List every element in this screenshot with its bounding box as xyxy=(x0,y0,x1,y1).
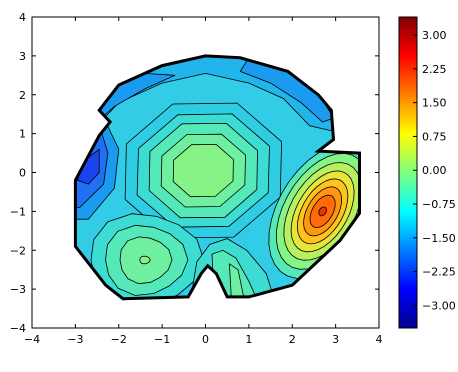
contour-peak-ring-8 xyxy=(318,206,327,217)
x-tick-label: 2 xyxy=(289,333,296,346)
x-tick-label: −3 xyxy=(67,333,83,346)
colorbar-tick-label: −0.75 xyxy=(422,198,456,211)
y-tick-label: 1 xyxy=(19,128,26,141)
colorbar-tick-label: 1.50 xyxy=(422,97,447,110)
domain-boundary xyxy=(73,54,361,301)
y-tick-label: −2 xyxy=(10,244,26,257)
x-tick-label: 1 xyxy=(245,333,252,346)
x-tick-label: 4 xyxy=(376,333,383,346)
colorbar-tick-label: 0.00 xyxy=(422,164,447,177)
y-tick-label: −3 xyxy=(10,283,26,296)
y-tick-label: 4 xyxy=(19,11,26,24)
y-tick-label: 0 xyxy=(19,167,26,180)
y-tick-label: 3 xyxy=(19,50,26,63)
contour-ridge-3 xyxy=(228,263,245,299)
x-tick-label: 0 xyxy=(202,333,209,346)
colorbar-tick-label: 3.00 xyxy=(422,29,447,42)
colorbar-tick-label: −2.25 xyxy=(422,266,456,279)
y-axis-ticks: −4 −3 −2 −1 0 1 2 3 4 xyxy=(10,11,379,335)
colorbar-tick-label: −1.50 xyxy=(422,232,456,245)
contour-lower-left-ring-4 xyxy=(139,255,151,265)
colorbar-tick-label: 0.75 xyxy=(422,130,447,143)
x-tick-label: −1 xyxy=(154,333,170,346)
contour-fill-group xyxy=(75,55,360,299)
colorbar-ticks: 3.00 2.25 1.50 0.75 0.00 −0.75 −1.50 −2.25 −3.00 xyxy=(413,29,456,312)
colorbar xyxy=(398,16,418,329)
y-tick-label: 2 xyxy=(19,89,26,102)
x-axis-ticks: −4 −3 −2 −1 0 1 2 3 4 xyxy=(24,17,383,346)
x-tick-label: −2 xyxy=(111,333,127,346)
x-tick-label: 3 xyxy=(332,333,339,346)
y-tick-label: −1 xyxy=(10,205,26,218)
colorbar-tick-label: −3.00 xyxy=(422,299,456,312)
colorbar-tick-label: 2.25 xyxy=(422,63,447,76)
contour-center-ring-5 xyxy=(172,143,234,198)
y-tick-label: −4 xyxy=(10,322,26,335)
x-tick-label: −4 xyxy=(24,333,40,346)
